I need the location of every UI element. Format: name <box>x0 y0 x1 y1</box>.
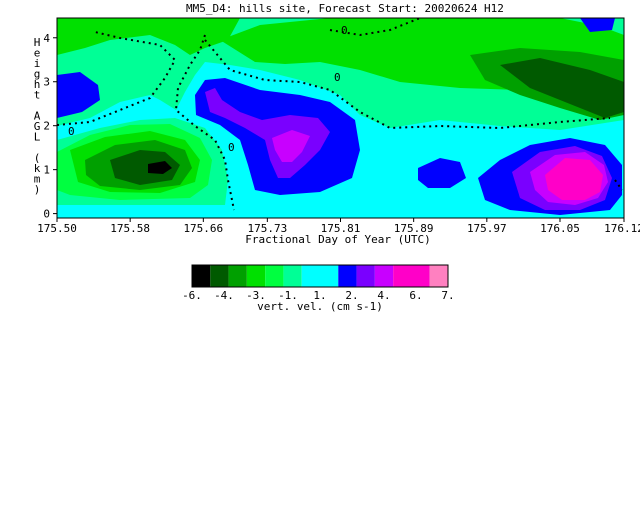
colorbar-tick-label: 4. <box>377 289 390 302</box>
plot-area: 0 0 0 0 <box>56 17 625 219</box>
x-tick-label: 175.50 <box>37 222 77 235</box>
positive-region-top-right-blue <box>580 18 615 32</box>
negative-region-left-core <box>148 161 172 174</box>
y-tick-label: 0 <box>43 208 50 221</box>
y-label-letter: t <box>34 89 41 102</box>
colorbar-tick-label: -4. <box>214 289 234 302</box>
y-label-letter: ( <box>34 152 41 165</box>
colorbar-bin <box>265 265 284 287</box>
y-label-letter: h <box>34 78 41 91</box>
colorbar-bin <box>228 265 247 287</box>
colorbar-label: vert. vel. (cm s-1) <box>257 300 383 313</box>
y-label-letter: ) <box>34 183 41 196</box>
zero-label-3: 0 <box>334 71 341 84</box>
x-tick-label: 176.05 <box>540 222 580 235</box>
zero-label-2: 0 <box>228 141 235 154</box>
positive-region-small-blue <box>418 158 466 188</box>
colorbar-tick-label: 7. <box>441 289 454 302</box>
x-tick-label: 176.12 <box>604 222 640 235</box>
positive-region-center-purple <box>205 88 330 178</box>
x-tick-label: 175.81 <box>321 222 361 235</box>
colorbar: -6. -4. -3. -1. 1. 2. 4. 6. 7. <box>182 264 455 302</box>
y-label-letter: i <box>34 57 41 70</box>
colorbar-bin <box>356 265 375 287</box>
colorbar-bin <box>429 265 448 287</box>
y-label-letter: H <box>34 36 41 49</box>
colorbar-bin <box>301 265 339 287</box>
x-tick-label: 175.66 <box>183 222 223 235</box>
colorbar-tick-label: 6. <box>409 289 422 302</box>
y-label-letter: L <box>34 131 41 144</box>
positive-region-upper-left-blue <box>57 72 100 118</box>
y-label-letter: m <box>34 173 41 186</box>
y-axis: 0 1 2 3 4 <box>43 32 57 221</box>
x-tick-label: 175.97 <box>467 222 507 235</box>
colorbar-bin <box>283 265 302 287</box>
colorbar-bin <box>374 265 394 287</box>
chart-title: MM5_D4: hills site, Forecast Start: 2002… <box>186 2 504 15</box>
positive-region-right-core <box>545 158 603 200</box>
y-tick-label: 2 <box>43 120 50 133</box>
zero-label-1: 0 <box>68 125 75 138</box>
colorbar-bin <box>393 265 430 287</box>
colorbar-bin <box>210 265 229 287</box>
y-tick-label: 4 <box>43 32 50 45</box>
colorbar-tick-label: -3. <box>246 289 266 302</box>
x-tick-label: 175.89 <box>394 222 434 235</box>
negative-region-top-darkgreen <box>500 58 624 118</box>
x-tick-label: 175.58 <box>110 222 150 235</box>
colorbar-tick-label: 2. <box>345 289 358 302</box>
y-label-letter: g <box>34 68 41 81</box>
negative-region-left-darkgreen <box>110 150 180 185</box>
negative-region-top-green <box>57 18 240 55</box>
x-axis-label: Fractional Day of Year (UTC) <box>245 233 430 246</box>
colorbar-bin <box>246 265 266 287</box>
colorbar-tick-label: -1. <box>278 289 298 302</box>
x-axis: 175.50 175.58 175.66 175.73 175.81 175.89 175.… <box>37 218 640 235</box>
colorbar-frame <box>191 264 449 288</box>
zero-label-4: 0 <box>341 24 348 37</box>
positive-region-center-violet <box>272 130 310 162</box>
zero-contours <box>57 18 623 211</box>
contour-fill-layer: 0 0 0 0 <box>57 18 624 218</box>
zero-contour-center <box>174 34 235 211</box>
y-tick-label: 3 <box>43 76 50 89</box>
colorbar-tick-label: -6. <box>182 289 202 302</box>
colorbar-bin <box>192 265 211 287</box>
y-label-letter: k <box>34 162 41 175</box>
y-tick-label: 1 <box>43 164 50 177</box>
zero-contour-lower-right <box>614 179 623 191</box>
zero-contour-long <box>204 39 611 130</box>
y-label-letter: G <box>34 120 41 133</box>
x-tick-label: 175.73 <box>247 222 287 235</box>
colorbar-bin <box>338 265 357 287</box>
y-label-letter: A <box>34 110 41 123</box>
colorbar-tick-label: 1. <box>313 289 326 302</box>
y-label-letter: e <box>34 47 41 60</box>
